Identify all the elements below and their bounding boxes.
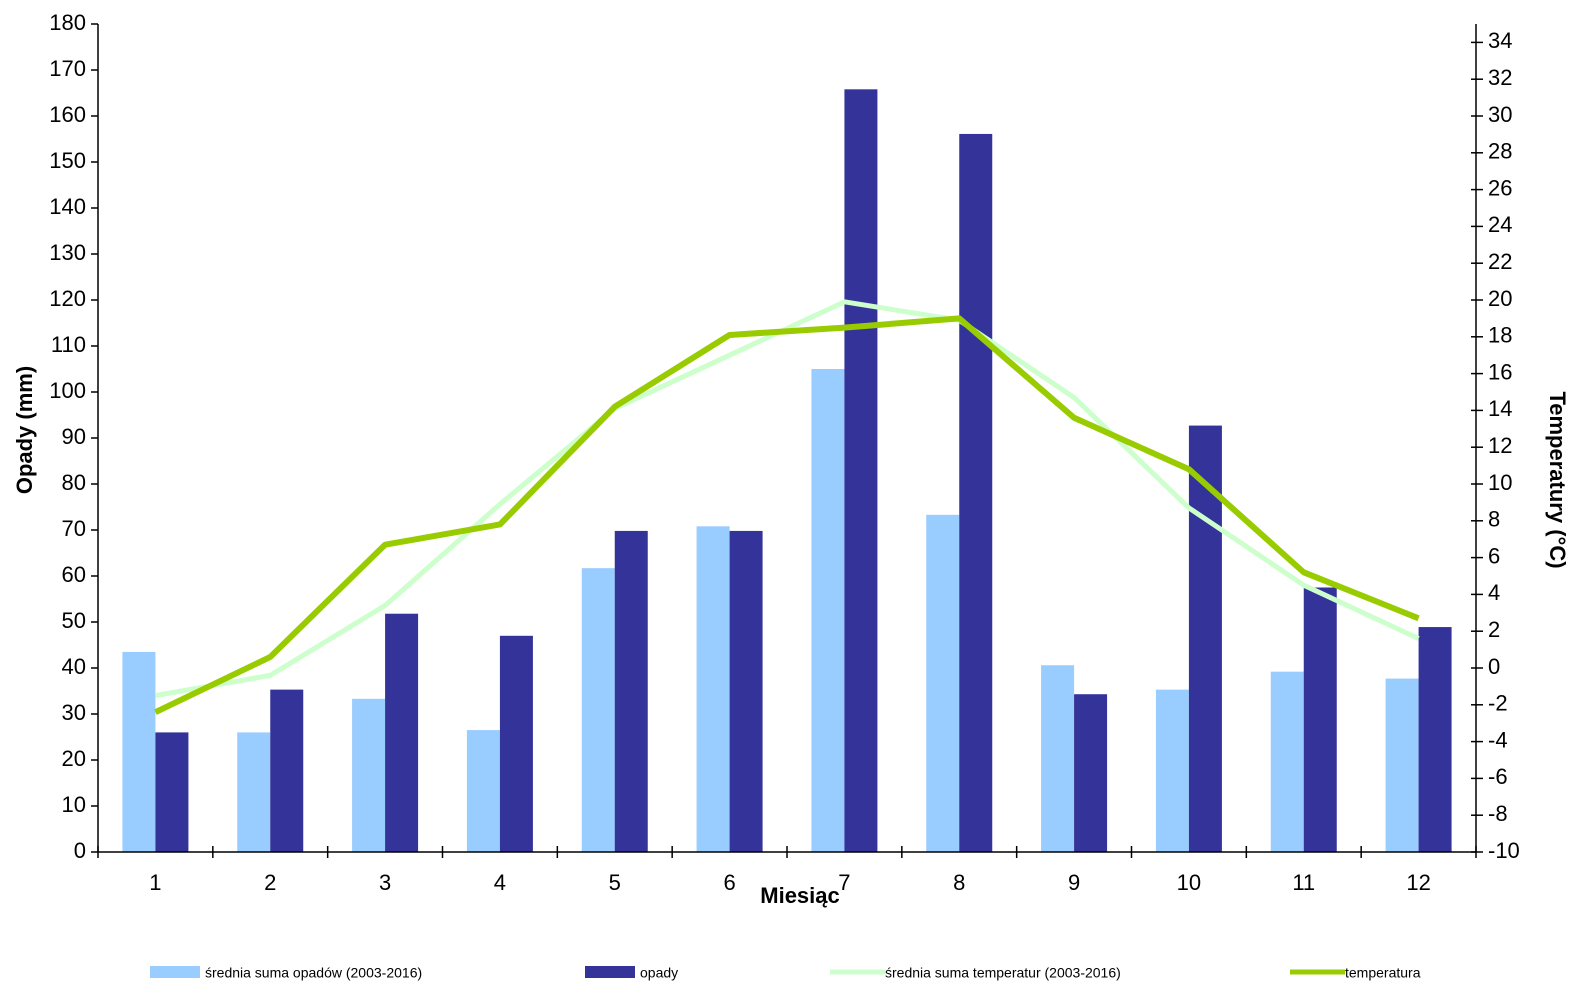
y2-tick-label: -10 bbox=[1488, 838, 1520, 863]
bar bbox=[811, 369, 845, 852]
bar bbox=[270, 689, 304, 852]
legend-label: średnia suma opadów (2003-2016) bbox=[205, 965, 422, 981]
y2-tick-label: -8 bbox=[1488, 801, 1508, 826]
bar bbox=[696, 526, 730, 852]
x-axis-title: Miesiąc bbox=[760, 883, 840, 908]
y-tick-label: 0 bbox=[74, 838, 86, 863]
line-series bbox=[154, 299, 1420, 699]
y2-tick-label: 2 bbox=[1488, 617, 1500, 642]
legend-swatch bbox=[150, 966, 200, 978]
x-tick-label: 12 bbox=[1406, 870, 1430, 895]
bar bbox=[499, 635, 533, 852]
bar bbox=[1303, 587, 1337, 852]
y2-tick-label: -6 bbox=[1488, 764, 1508, 789]
y2-tick-label: 32 bbox=[1488, 65, 1512, 90]
y2-tick-label: 0 bbox=[1488, 654, 1500, 679]
y-tick-label: 130 bbox=[49, 240, 86, 265]
y-tick-label: 30 bbox=[62, 700, 86, 725]
x-tick-label: 9 bbox=[1068, 870, 1080, 895]
y-tick-label: 20 bbox=[62, 746, 86, 771]
bar bbox=[1418, 627, 1452, 852]
y2-tick-label: 4 bbox=[1488, 580, 1500, 605]
bar bbox=[1270, 671, 1304, 852]
y2-tick-label: 12 bbox=[1488, 433, 1512, 458]
bar bbox=[1041, 665, 1075, 852]
y-tick-label: 110 bbox=[51, 332, 86, 357]
y2-tick-label: 8 bbox=[1488, 507, 1500, 532]
legend-label: opady bbox=[640, 965, 678, 981]
y2-tick-label: 28 bbox=[1488, 139, 1512, 164]
bar bbox=[1155, 689, 1189, 852]
y2-tick-label: 18 bbox=[1488, 323, 1512, 348]
y-tick-label: 170 bbox=[49, 56, 86, 81]
y-tick-label: 60 bbox=[62, 562, 86, 587]
legend-label: średnia suma temperatur (2003-2016) bbox=[885, 965, 1121, 981]
x-tick-label: 8 bbox=[953, 870, 965, 895]
y2-tick-label: 20 bbox=[1488, 286, 1512, 311]
bar bbox=[122, 651, 156, 852]
y-tick-label: 120 bbox=[49, 286, 86, 311]
y-tick-label: 40 bbox=[62, 654, 86, 679]
y-tick-label: 180 bbox=[49, 10, 86, 35]
x-tick-label: 6 bbox=[723, 870, 735, 895]
y2-tick-label: 30 bbox=[1488, 102, 1512, 127]
y-tick-label: 100 bbox=[49, 378, 86, 403]
y2-tick-label: 26 bbox=[1488, 175, 1512, 200]
x-tick-label: 2 bbox=[264, 870, 276, 895]
bar bbox=[155, 732, 189, 852]
y2-tick-label: 6 bbox=[1488, 543, 1500, 568]
legend-label: temperatura bbox=[1345, 965, 1421, 981]
bar bbox=[1188, 425, 1222, 852]
bar bbox=[581, 568, 615, 852]
bar bbox=[385, 613, 419, 852]
bar bbox=[926, 514, 960, 852]
legend-swatch bbox=[585, 966, 635, 978]
y-tick-label: 150 bbox=[49, 148, 86, 173]
x-tick-label: 5 bbox=[609, 870, 621, 895]
bar bbox=[237, 732, 271, 852]
x-tick-label: 7 bbox=[838, 870, 850, 895]
y-axis-title: Opady (mm) bbox=[12, 366, 37, 494]
y-tick-label: 140 bbox=[49, 194, 86, 219]
y-tick-label: 70 bbox=[62, 516, 86, 541]
y-tick-label: 90 bbox=[62, 424, 86, 449]
line-series bbox=[154, 315, 1420, 715]
y-tick-label: 50 bbox=[62, 608, 86, 633]
x-tick-label: 11 bbox=[1292, 870, 1315, 895]
x-tick-label: 10 bbox=[1177, 870, 1201, 895]
y2-axis-title: Temperatury (°C) bbox=[1545, 391, 1570, 568]
y-tick-label: 160 bbox=[49, 102, 86, 127]
bar bbox=[466, 730, 500, 852]
y-tick-label: 10 bbox=[62, 792, 86, 817]
bar bbox=[959, 133, 993, 852]
y2-tick-label: 22 bbox=[1488, 249, 1512, 274]
y2-tick-label: 14 bbox=[1488, 396, 1512, 421]
x-tick-label: 3 bbox=[379, 870, 391, 895]
x-tick-label: 4 bbox=[494, 870, 506, 895]
bar bbox=[844, 89, 878, 852]
y2-tick-label: 16 bbox=[1488, 359, 1512, 384]
bar bbox=[352, 698, 386, 852]
y-tick-label: 80 bbox=[62, 470, 86, 495]
bar bbox=[729, 530, 763, 852]
bar bbox=[614, 530, 648, 852]
bar bbox=[1074, 694, 1108, 852]
y2-tick-label: -4 bbox=[1488, 727, 1508, 752]
x-tick-label: 1 bbox=[149, 870, 161, 895]
y2-tick-label: 10 bbox=[1488, 470, 1512, 495]
y2-tick-label: -2 bbox=[1488, 691, 1508, 716]
y2-tick-label: 24 bbox=[1488, 212, 1512, 237]
y2-tick-label: 34 bbox=[1488, 28, 1512, 53]
bar bbox=[1385, 678, 1419, 852]
